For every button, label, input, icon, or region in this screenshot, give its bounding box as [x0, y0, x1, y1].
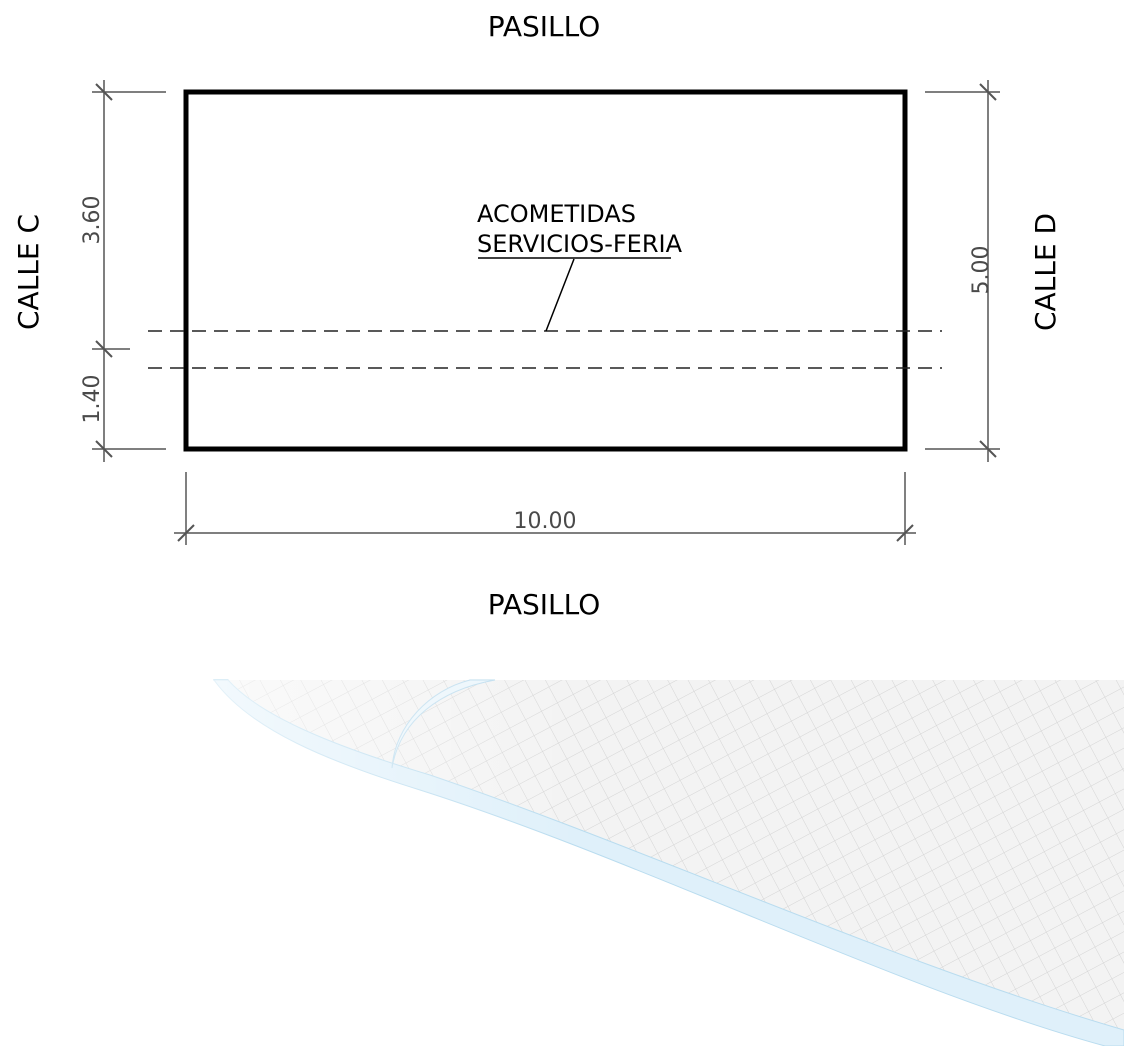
- label-bottom-corridor: PASILLO: [488, 588, 601, 621]
- annotation-line-2: SERVICIOS-FERIA: [477, 230, 683, 258]
- label-top-corridor: PASILLO: [488, 10, 601, 43]
- label-right-street: CALLE D: [1029, 213, 1062, 331]
- annotation-leader: [546, 259, 574, 331]
- annotation-line-1: ACOMETIDAS: [477, 200, 636, 228]
- decorative-grid-sheet: [214, 680, 1124, 1046]
- dimension-lower-left: 1.40: [80, 375, 105, 424]
- dimension-right: 5.00: [969, 246, 994, 295]
- dimension-bottom: 10.00: [514, 509, 577, 534]
- label-left-street: CALLE C: [12, 214, 45, 330]
- plot-outline: [186, 92, 905, 449]
- dimension-upper-left: 3.60: [80, 196, 105, 245]
